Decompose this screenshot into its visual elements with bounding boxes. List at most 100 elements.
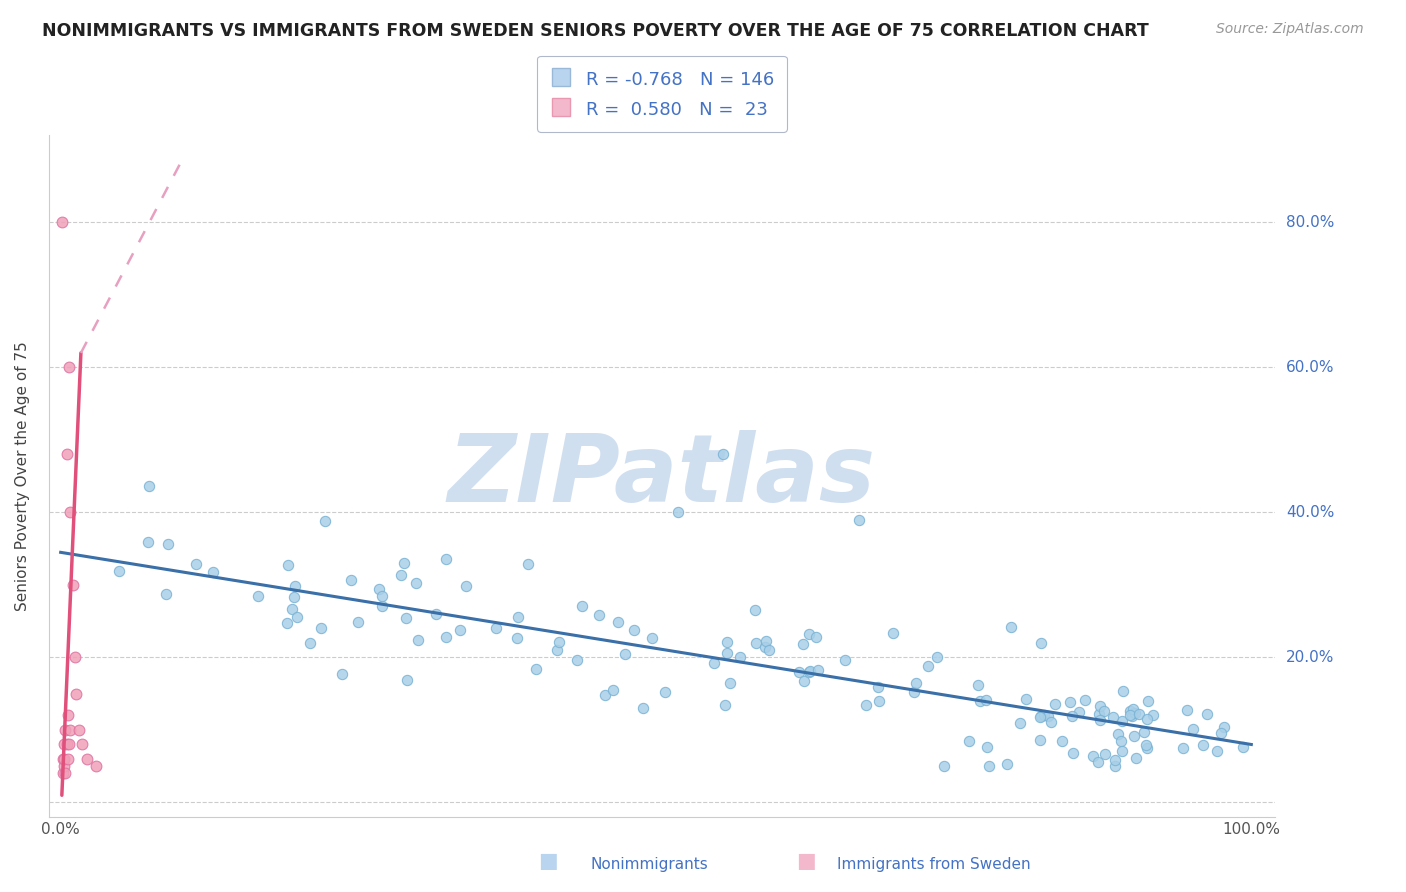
Point (623, 623, 645, 637)
Point (1195, 707, 1218, 722)
Point (1015, 691, 1038, 706)
Point (1031, 636, 1053, 650)
Point (1074, 693, 1097, 707)
Point (716, 646, 738, 660)
Point (793, 673, 815, 688)
Point (613, 648, 636, 662)
Point (714, 698, 737, 713)
Point (456, 578, 478, 592)
Point (63, 650, 86, 665)
Point (505, 631, 527, 645)
Point (184, 557, 207, 571)
Point (201, 566, 224, 580)
Point (284, 579, 307, 593)
Point (1119, 704, 1142, 718)
Point (52, 752, 75, 766)
Point (1232, 739, 1254, 754)
Point (368, 582, 391, 596)
Point (395, 611, 418, 625)
Point (434, 551, 457, 566)
Point (59, 723, 82, 737)
Legend: R = -0.768   N = 146, R =  0.580   N =  23: R = -0.768 N = 146, R = 0.580 N = 23 (537, 56, 787, 132)
Point (508, 610, 530, 624)
Point (58, 738, 80, 752)
Point (787, 665, 810, 679)
Text: Source: ZipAtlas.com: Source: ZipAtlas.com (1216, 22, 1364, 37)
Point (792, 638, 814, 652)
Point (799, 664, 821, 678)
Point (56, 708, 79, 723)
Point (866, 681, 889, 695)
Point (640, 631, 662, 645)
Point (797, 665, 820, 679)
Point (547, 635, 569, 649)
Point (55, 738, 77, 752)
Point (1062, 709, 1084, 723)
Point (1108, 727, 1130, 741)
Point (346, 615, 368, 630)
Point (309, 622, 332, 636)
Point (1173, 741, 1195, 756)
Point (65, 687, 87, 701)
Point (287, 610, 309, 624)
Point (588, 608, 610, 623)
Point (754, 640, 776, 655)
Point (1063, 747, 1085, 761)
Point (392, 556, 415, 570)
Point (969, 694, 991, 708)
Point (718, 675, 741, 690)
Point (67, 723, 90, 737)
Point (728, 650, 751, 665)
Point (136, 534, 159, 549)
Point (370, 599, 392, 613)
Text: Nonimmigrants: Nonimmigrants (591, 857, 709, 872)
Point (53, 738, 76, 752)
Point (138, 479, 160, 493)
Point (755, 634, 778, 648)
Point (703, 657, 725, 671)
Point (848, 513, 870, 527)
Point (53, 752, 76, 766)
Text: 80.0%: 80.0% (1286, 215, 1334, 230)
Point (298, 635, 321, 649)
Point (932, 759, 955, 773)
Point (281, 602, 304, 616)
Point (524, 662, 547, 676)
Point (55, 447, 77, 461)
Point (716, 634, 738, 648)
Point (979, 759, 1001, 773)
Point (1036, 709, 1059, 723)
Point (565, 653, 588, 667)
Point (1000, 620, 1022, 634)
Point (1092, 704, 1115, 718)
Point (546, 642, 568, 657)
Point (405, 576, 427, 591)
Point (1040, 715, 1063, 730)
Point (607, 615, 630, 629)
Y-axis label: Seniors Poverty Over the Age of 75: Seniors Poverty Over the Age of 75 (15, 342, 30, 611)
Point (370, 589, 392, 603)
Point (55, 766, 77, 780)
Point (758, 643, 780, 657)
Text: 60.0%: 60.0% (1286, 360, 1334, 375)
Point (1059, 695, 1081, 709)
Point (1121, 708, 1143, 723)
Point (52, 766, 75, 780)
Point (967, 677, 990, 691)
Point (1135, 738, 1157, 752)
Point (59, 506, 82, 520)
Point (277, 558, 299, 573)
Point (1102, 710, 1125, 724)
Point (395, 673, 418, 688)
Point (55, 723, 77, 737)
Point (995, 757, 1018, 772)
Point (58, 360, 80, 375)
Point (76, 752, 98, 766)
Point (1142, 708, 1164, 723)
Point (571, 599, 593, 614)
Point (807, 663, 830, 677)
Point (799, 626, 821, 640)
Point (1122, 702, 1144, 716)
Point (868, 694, 890, 708)
Point (745, 636, 768, 650)
